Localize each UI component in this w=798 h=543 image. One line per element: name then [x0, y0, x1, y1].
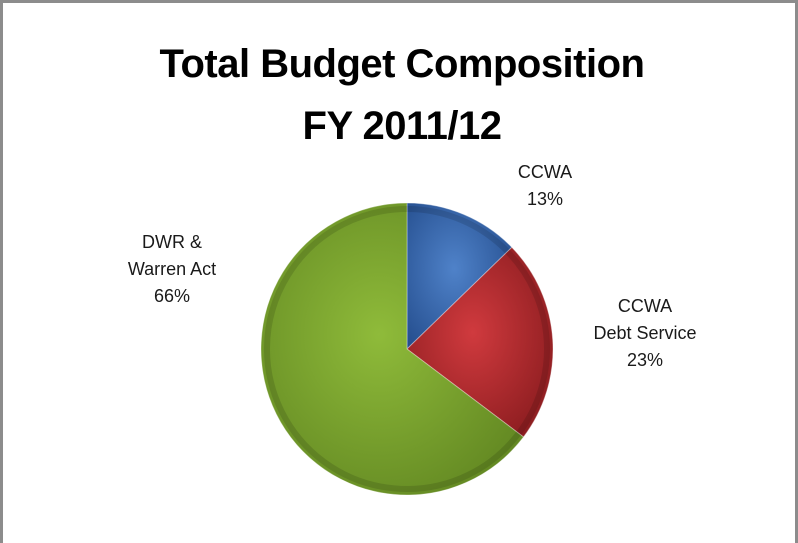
slice-label: DWR & Warren Act 66% — [128, 232, 216, 306]
slice-dwr-warren-act — [260, 202, 525, 496]
slice-bevel — [406, 206, 510, 254]
slice-label-line: Debt Service — [593, 323, 696, 343]
slice-bevel — [505, 249, 550, 436]
slice-label-line: DWR & — [142, 232, 202, 252]
slice-label: CCWA 13% — [518, 162, 572, 209]
slice-label-line: CCWA — [518, 162, 572, 182]
slice-label-line: 66% — [154, 286, 190, 306]
slice-label-line: CCWA — [618, 296, 672, 316]
chart-title: Total Budget Composition — [159, 42, 645, 86]
slice-label-line: 23% — [627, 350, 663, 370]
slice-label-line: Warren Act — [128, 259, 216, 279]
slice-ccwa — [406, 202, 513, 351]
slice-label-line: 13% — [527, 189, 563, 209]
slice-ccwa-debt-service — [406, 246, 554, 438]
chart-subtitle: FY 2011/12 — [302, 104, 502, 148]
slice-bevel — [264, 206, 522, 492]
slice-label: CCWA Debt Service 23% — [593, 296, 696, 370]
